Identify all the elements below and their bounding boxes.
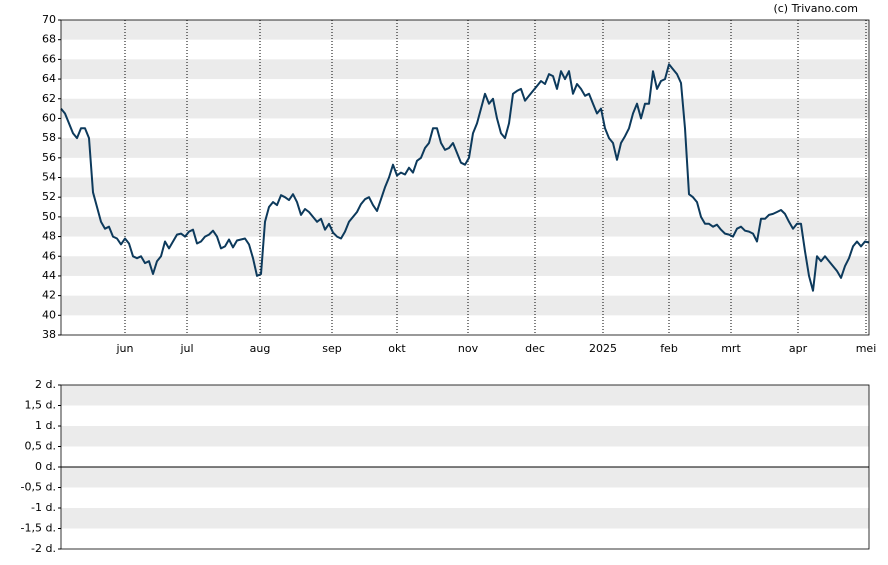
x-tick-label: aug xyxy=(250,342,271,355)
grid-band xyxy=(61,467,869,488)
x-tick-label: mrt xyxy=(721,342,741,355)
grid-band xyxy=(61,59,869,80)
grid-band xyxy=(61,20,869,40)
y-tick-label: 58 xyxy=(42,131,56,144)
x-tick-label: jun xyxy=(116,342,134,355)
y-tick-label: 56 xyxy=(42,151,56,164)
x-tick-label: okt xyxy=(388,342,406,355)
y-tick-label: 50 xyxy=(42,210,56,223)
grid-band xyxy=(61,256,869,276)
y-tick-label: 0,5 d. xyxy=(25,440,56,453)
grid-band xyxy=(61,98,869,119)
plot-frame xyxy=(60,384,870,550)
x-tick-label: nov xyxy=(458,342,479,355)
copyright: (c) Trivano.com xyxy=(773,2,858,15)
y-tick-label: 2 d. xyxy=(35,378,56,391)
x-tick-label: mei xyxy=(856,342,877,355)
x-tick-label: sep xyxy=(322,342,341,355)
x-tick-label: 2025 xyxy=(589,342,617,355)
y-tick-label: 1 d. xyxy=(35,419,56,432)
x-tick-label: jul xyxy=(179,342,193,355)
y-tick-label: 54 xyxy=(42,171,56,184)
grid-band xyxy=(61,138,869,158)
y-tick-label: 46 xyxy=(42,249,56,262)
y-tick-label: 48 xyxy=(42,230,56,243)
y-tick-label: 44 xyxy=(42,269,56,282)
y-tick-label: 66 xyxy=(42,52,56,65)
y-tick-label: 40 xyxy=(42,308,56,321)
y-tick-label: 42 xyxy=(42,289,56,302)
grid-band xyxy=(61,385,869,406)
grid-band xyxy=(61,295,869,316)
plot-frame xyxy=(60,19,870,336)
x-tick-label: feb xyxy=(660,342,678,355)
y-tick-label: -1,5 d. xyxy=(21,522,56,535)
y-tick-label: -2 d. xyxy=(31,542,56,555)
price-line xyxy=(60,63,870,292)
y-tick-label: 38 xyxy=(42,328,56,341)
y-tick-label: 62 xyxy=(42,92,56,105)
y-tick-label: 68 xyxy=(42,33,56,46)
y-tick-label: 70 xyxy=(42,13,56,26)
grid-band xyxy=(61,177,869,198)
y-tick-label: 1,5 d. xyxy=(25,399,56,412)
x-tick-label: apr xyxy=(789,342,808,355)
grid-band xyxy=(61,426,869,447)
y-tick-label: 0 d. xyxy=(35,460,56,473)
y-tick-label: -0,5 d. xyxy=(21,481,56,494)
y-tick-label: -1 d. xyxy=(31,501,56,514)
y-tick-label: 64 xyxy=(42,72,56,85)
y-tick-label: 60 xyxy=(42,111,56,124)
grid-band xyxy=(61,508,869,529)
grid-band xyxy=(61,216,869,237)
x-tick-label: dec xyxy=(525,342,545,355)
y-tick-label: 52 xyxy=(42,190,56,203)
